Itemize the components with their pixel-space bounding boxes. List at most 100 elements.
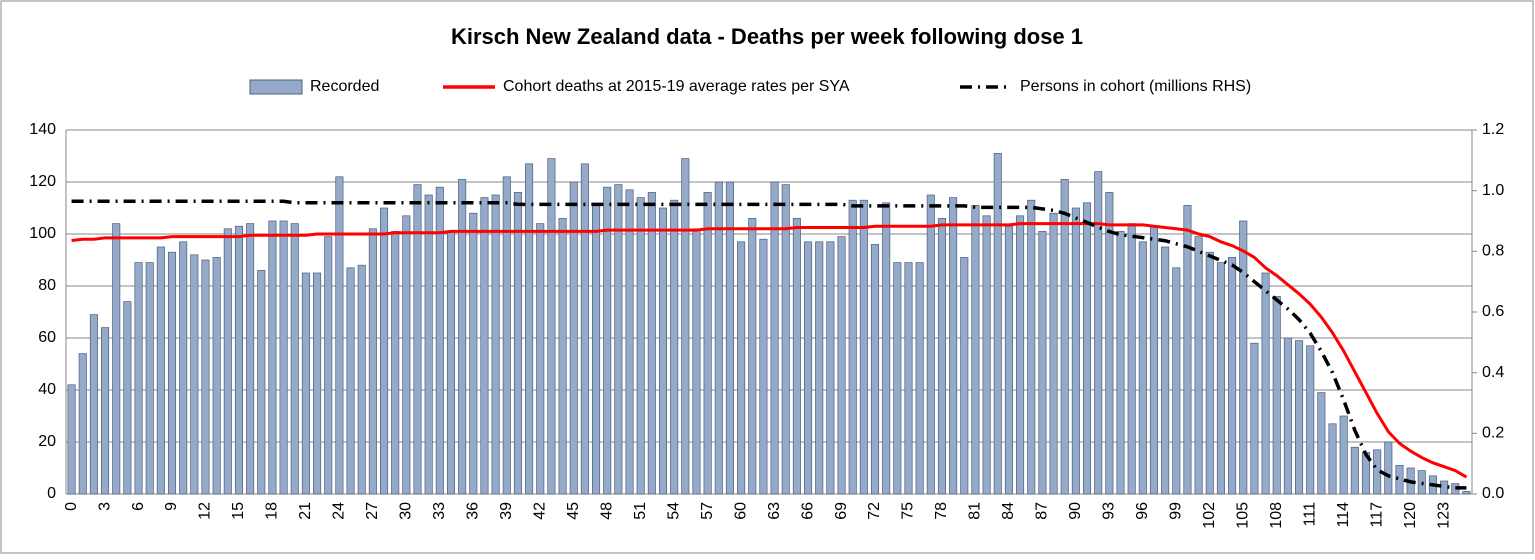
- bar: [301, 272, 310, 495]
- x-tick-label: 72: [866, 502, 883, 520]
- bar: [647, 192, 656, 495]
- bar: [491, 194, 500, 495]
- bar: [1328, 423, 1337, 495]
- bar: [1250, 342, 1259, 495]
- bar: [1462, 491, 1471, 495]
- bar: [848, 199, 857, 495]
- bar: [658, 207, 668, 495]
- bar: [1395, 465, 1404, 495]
- bar: [1105, 192, 1114, 495]
- bar: [179, 241, 188, 495]
- bar: [313, 272, 322, 495]
- bar: [781, 184, 790, 495]
- x-tick-label: 48: [598, 502, 615, 520]
- bar: [748, 218, 757, 495]
- x-tick-label: 39: [498, 502, 515, 520]
- bar: [123, 301, 132, 495]
- bar: [1082, 202, 1092, 495]
- x-tick-label: 96: [1134, 502, 1151, 520]
- y2-tick-label: 1.2: [1482, 121, 1504, 138]
- bar: [1038, 231, 1047, 495]
- line: [71, 199, 1467, 490]
- bar: [1317, 392, 1326, 495]
- bar: [134, 262, 143, 495]
- bar: [614, 184, 623, 495]
- x-tick-label: 18: [264, 502, 281, 520]
- bar: [1183, 205, 1192, 495]
- y-tick-label: 100: [29, 225, 56, 242]
- bar: [1149, 225, 1159, 495]
- y2-tick-label: 0.4: [1482, 364, 1504, 381]
- x-tick-label: 120: [1402, 502, 1419, 529]
- bar: [1071, 207, 1080, 495]
- bar: [67, 384, 76, 495]
- x-tick-label: 63: [766, 502, 783, 520]
- bar: [1116, 231, 1125, 495]
- bar: [960, 257, 969, 495]
- bar: [636, 197, 645, 495]
- bar: [145, 262, 154, 495]
- bar: [569, 181, 578, 495]
- bar: [859, 199, 868, 495]
- bar: [993, 153, 1002, 495]
- bar: [815, 241, 824, 495]
- bar: [1161, 246, 1170, 495]
- bar: [413, 184, 422, 495]
- bar: [725, 181, 734, 495]
- bar: [1205, 251, 1214, 495]
- x-tick-label: 54: [665, 502, 682, 520]
- x-tick-label: 24: [331, 502, 348, 520]
- bar: [391, 231, 400, 495]
- bar: [1228, 257, 1237, 495]
- bar: [580, 163, 589, 495]
- bar: [435, 186, 444, 495]
- bar: [446, 231, 456, 495]
- x-tick-label: 105: [1234, 502, 1251, 529]
- y2-tick-label: 0.2: [1482, 425, 1504, 442]
- x-tick-label: 81: [967, 502, 984, 520]
- x-tick-label: 87: [1034, 502, 1051, 520]
- bar: [167, 251, 177, 495]
- y2-tick-label: 0.8: [1482, 243, 1504, 260]
- x-tick-label: 51: [632, 502, 649, 520]
- bar: [882, 202, 891, 495]
- x-tick-label: 111: [1301, 502, 1318, 526]
- bar: [1306, 345, 1315, 495]
- x-tick-label: 21: [297, 502, 314, 520]
- bar: [1060, 179, 1069, 495]
- bar: [1127, 223, 1136, 495]
- bar: [290, 223, 299, 495]
- x-tick-label: 102: [1201, 502, 1218, 529]
- bar: [379, 207, 389, 495]
- bar: [513, 192, 522, 495]
- bar: [714, 181, 723, 495]
- x-tick-label: 12: [197, 502, 214, 520]
- bar: [246, 223, 255, 495]
- bar: [1094, 171, 1103, 495]
- y2-tick-label: 0.0: [1482, 485, 1504, 502]
- bar: [870, 244, 880, 495]
- bar: [792, 218, 801, 495]
- bar: [837, 236, 846, 495]
- bar: [536, 223, 545, 495]
- bar: [1194, 236, 1203, 495]
- bar: [826, 241, 835, 495]
- bar: [804, 241, 813, 495]
- bar: [78, 353, 87, 495]
- bar: [190, 254, 199, 495]
- bar: [893, 262, 902, 495]
- bar: [324, 236, 333, 495]
- bar: [1295, 340, 1304, 495]
- y2-tick-label: 1.0: [1482, 182, 1504, 199]
- x-tick-label: 93: [1101, 502, 1118, 520]
- bar: [1016, 215, 1025, 495]
- x-tick-label: 6: [130, 502, 147, 511]
- bar: [1004, 225, 1013, 495]
- bar: [1239, 220, 1248, 495]
- chart-title: Kirsch New Zealand data - Deaths per wee…: [451, 24, 1083, 49]
- y-tick-label: 0: [47, 485, 56, 502]
- bar: [915, 262, 924, 495]
- bar: [223, 228, 232, 495]
- x-tick-label: 30: [398, 502, 415, 520]
